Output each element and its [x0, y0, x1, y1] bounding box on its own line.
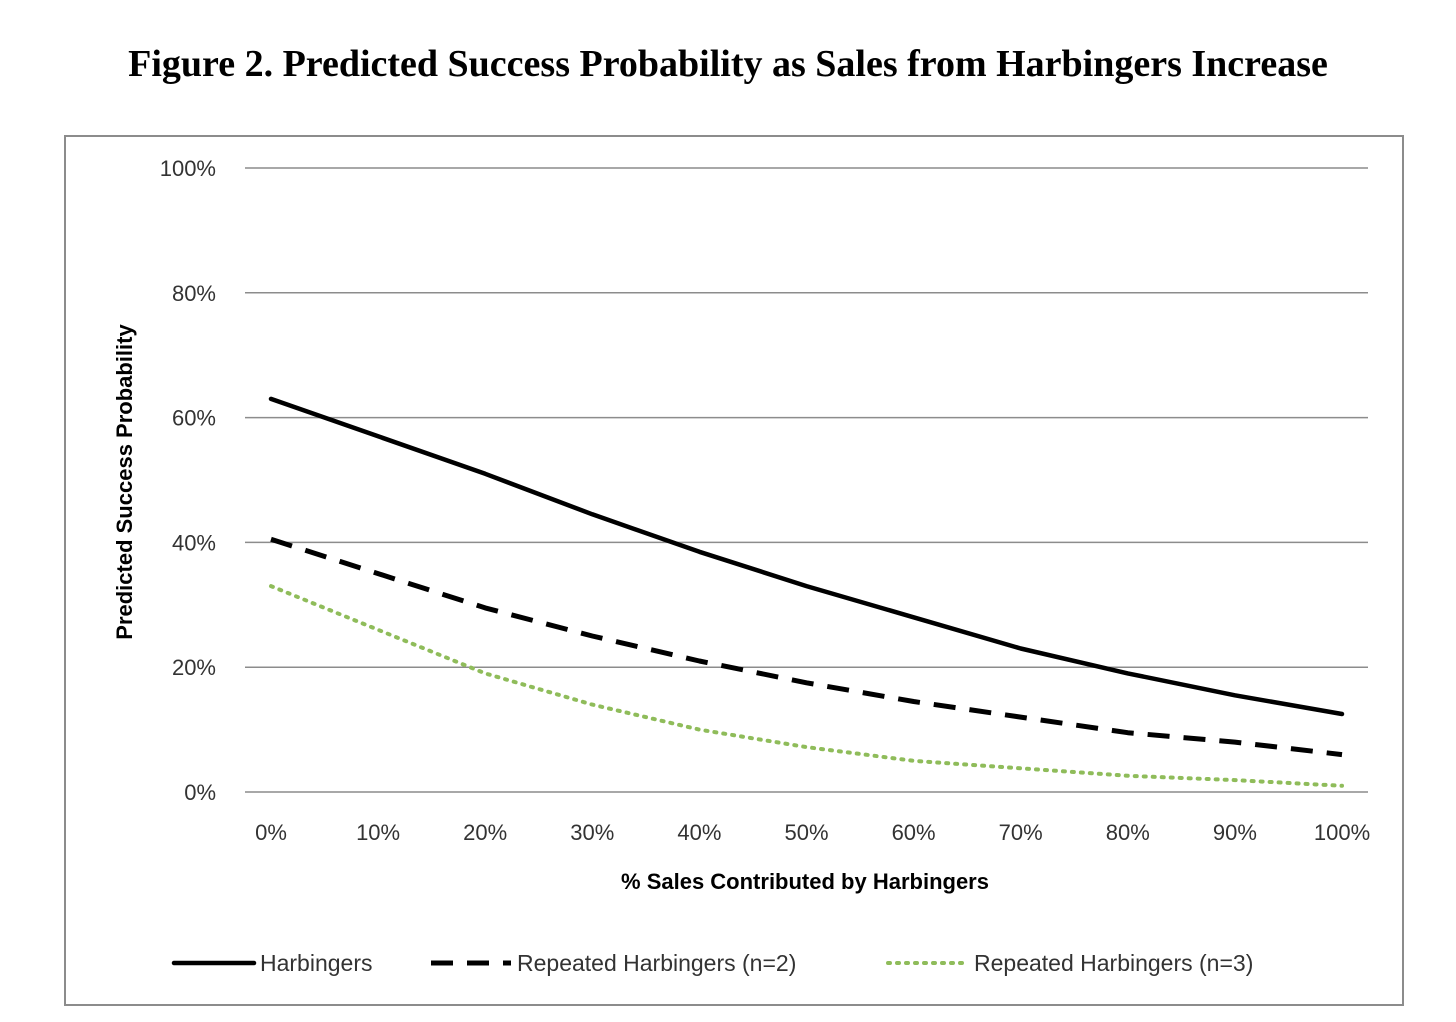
- x-axis-ticks: 0% 10% 20% 30% 40% 50% 60% 70% 80% 90% 100%: [255, 820, 1370, 845]
- chart-frame: 0% 20% 40% 60% 80% 100% 0% 10% 20% 30% 40% 50% 60% 7…: [64, 135, 1404, 1006]
- legend-label: Repeated Harbingers (n=3): [974, 950, 1253, 976]
- x-tick-label: 80%: [1106, 820, 1150, 845]
- y-axis-ticks: 0% 20% 40% 60% 80% 100%: [160, 156, 216, 805]
- y-tick-label: 40%: [172, 530, 216, 555]
- legend-label: Harbingers: [260, 950, 373, 976]
- x-tick-label: 100%: [1314, 820, 1370, 845]
- gridlines: [245, 167, 1368, 793]
- y-tick-label: 80%: [172, 281, 216, 306]
- x-tick-label: 10%: [356, 820, 400, 845]
- x-tick-label: 40%: [677, 820, 721, 845]
- y-tick-label: 0%: [184, 780, 216, 805]
- y-axis-title: Predicted Success Probability: [112, 324, 137, 640]
- series-line-solid: [268, 396, 1345, 717]
- y-tick-label: 20%: [172, 655, 216, 680]
- x-tick-label: 30%: [570, 820, 614, 845]
- x-tick-label: 70%: [999, 820, 1043, 845]
- x-axis-title: % Sales Contributed by Harbingers: [621, 869, 989, 894]
- x-tick-label: 50%: [784, 820, 828, 845]
- y-tick-label: 60%: [172, 406, 216, 431]
- x-tick-label: 0%: [255, 820, 287, 845]
- series-lines: [268, 396, 1345, 788]
- series-line-dashed: [270, 536, 1343, 758]
- series-line-dotted: [269, 584, 1344, 788]
- figure-title: Figure 2. Predicted Success Probability …: [128, 43, 1328, 85]
- x-tick-label: 90%: [1213, 820, 1257, 845]
- x-tick-label: 60%: [892, 820, 936, 845]
- legend-label: Repeated Harbingers (n=2): [517, 950, 796, 976]
- line-chart: 0% 20% 40% 60% 80% 100% 0% 10% 20% 30% 40% 50% 60% 7…: [112, 156, 1370, 976]
- y-tick-label: 100%: [160, 156, 216, 181]
- legend: Harbingers Repeated Harbingers (n=2) Repea…: [171, 950, 1253, 976]
- x-tick-label: 20%: [463, 820, 507, 845]
